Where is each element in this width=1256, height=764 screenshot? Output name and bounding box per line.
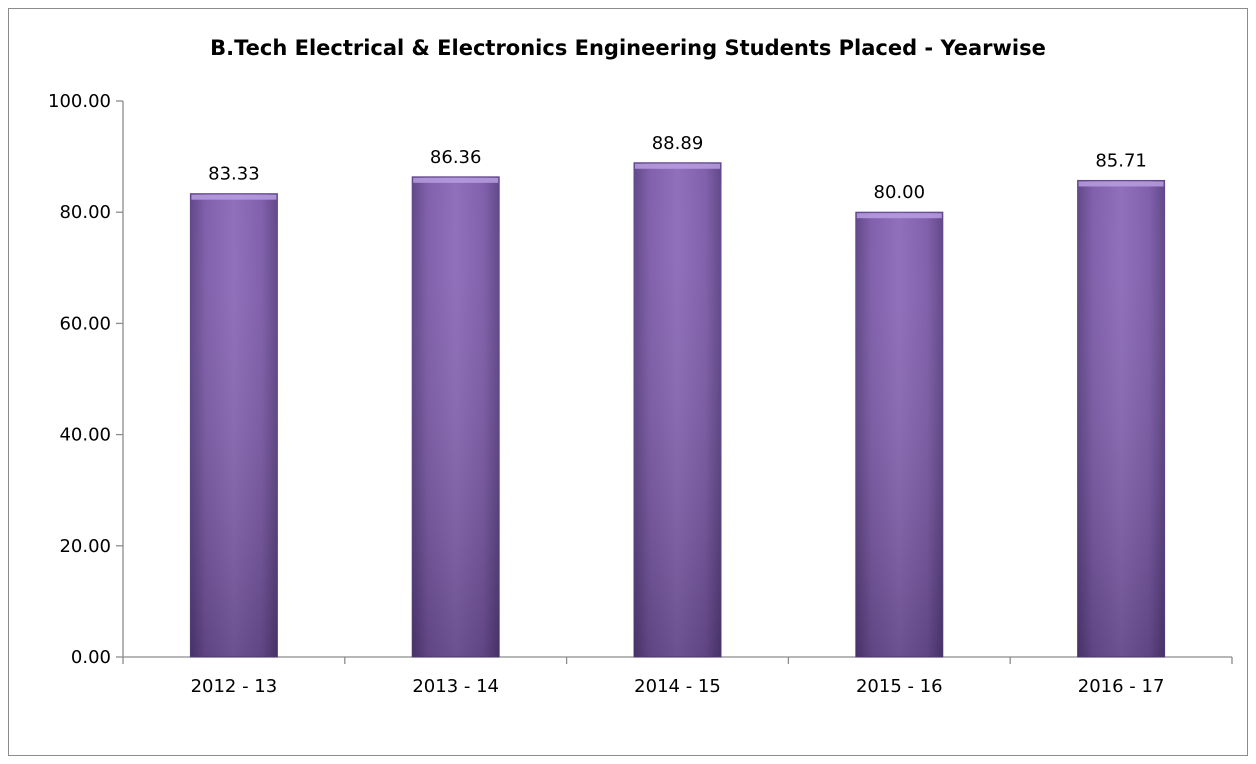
x-tick-label: 2014 - 15 <box>634 676 721 697</box>
y-tick-label: 100.00 <box>48 91 111 112</box>
bar-shade <box>634 162 721 657</box>
bar-top-highlight <box>856 213 942 219</box>
chart-title: B.Tech Electrical & Electronics Engineer… <box>210 36 1046 60</box>
y-tick-label: 80.00 <box>59 202 111 223</box>
x-tick-label: 2013 - 14 <box>412 676 499 697</box>
x-axis: 2012 - 13 2013 - 14 2014 - 15 2015 - 16 2016… <box>122 656 1233 697</box>
bar-top-highlight <box>191 194 277 200</box>
y-tick-label: 60.00 <box>59 313 111 334</box>
bar-shade <box>412 176 500 658</box>
x-tick-label: 2016 - 17 <box>1078 676 1165 697</box>
data-label: 88.89 <box>652 133 704 154</box>
bar-shade <box>855 212 943 657</box>
bar-shade <box>1077 180 1165 657</box>
y-tick-label: 0.00 <box>71 647 111 668</box>
data-label: 80.00 <box>874 182 926 203</box>
data-labels: 83.33 86.36 88.89 80.00 85.71 <box>208 133 1147 203</box>
data-label: 86.36 <box>430 147 482 168</box>
bar-top-highlight <box>1078 181 1164 187</box>
bar-top-highlight <box>413 177 499 183</box>
y-tick-label: 40.00 <box>59 425 111 446</box>
x-tick-label: 2015 - 16 <box>856 676 943 697</box>
bar-shade <box>190 193 278 658</box>
data-label: 85.71 <box>1095 150 1147 171</box>
y-tick-label: 20.00 <box>59 536 111 557</box>
y-axis: 0.00 20.00 40.00 60.00 80.00 100.00 <box>48 91 124 668</box>
data-label: 83.33 <box>208 164 260 185</box>
x-tick-label: 2012 - 13 <box>191 676 278 697</box>
bar-top-highlight <box>635 163 720 169</box>
bars <box>189 162 1166 658</box>
